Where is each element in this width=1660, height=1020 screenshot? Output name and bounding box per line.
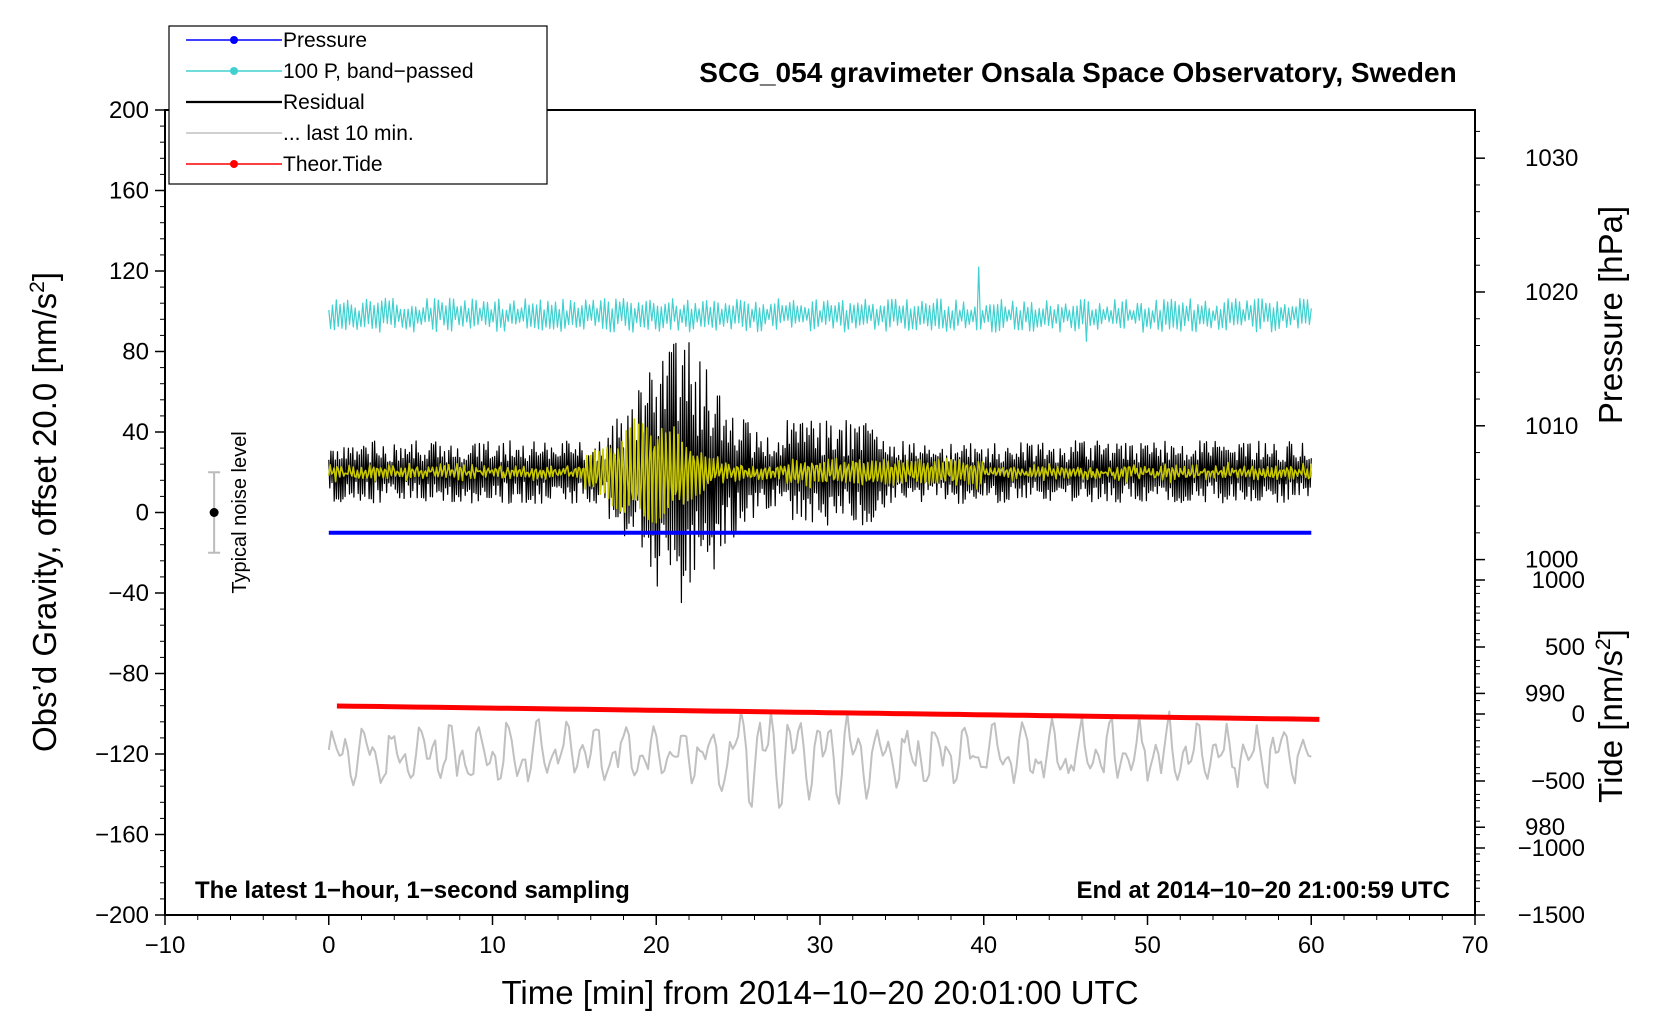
tide-axis-title-close: ] (1592, 629, 1629, 638)
pressure-axis-title: Pressure [hPa] (1592, 206, 1629, 424)
legend-label: Theor.Tide (283, 153, 383, 176)
y-axis-left: 200 160 120 80 40 0 −40 −80 −120 −160 −200 (95, 97, 165, 929)
x-axis-title: Time [min] from 2014−10−20 20:01:00 UTC (501, 974, 1138, 1011)
tide-tick-label: −1000 (1518, 835, 1585, 862)
y-tick-label: 200 (109, 97, 149, 124)
tide-axis-title-main: Tide [nm/s (1592, 650, 1629, 803)
x-axis: −10 0 10 20 30 40 50 60 70 (145, 915, 1489, 959)
y-tick-label: 80 (122, 339, 149, 366)
legend-label: 100 P, band−passed (283, 60, 474, 83)
tide-axis-title-sup: 2 (1592, 638, 1615, 650)
y-axis-tide: 1000 500 0 −500 −1000 −1500 (1475, 567, 1585, 929)
noise-level-label: Typical noise level (229, 431, 251, 593)
noise-level-indicator: Typical noise level (208, 431, 251, 594)
x-tick-label: 10 (479, 932, 506, 959)
x-tick-label: 20 (643, 932, 670, 959)
tide-tick-label: 1000 (1532, 567, 1585, 594)
pressure-tick-label: 990 (1525, 680, 1565, 707)
series-residual-low-passed (328, 418, 1313, 524)
legend-marker (230, 67, 238, 75)
y-axis-left-title-sup: 2 (26, 281, 49, 293)
y-tick-label: −40 (108, 580, 149, 607)
y-tick-label: 40 (122, 419, 149, 446)
legend: Pressure 100 P, band−passed Residual ... la… (186, 29, 474, 176)
pressure-tick-label: 1000 (1525, 547, 1578, 574)
tide-axis-title: Tide [nm/s2] (1592, 629, 1629, 803)
x-tick-label: 50 (1134, 932, 1161, 959)
y-tick-label: −80 (108, 661, 149, 688)
y-axis-left-title-main: Obs’d Gravity, offset 20.0 [nm/s (26, 293, 63, 752)
tide-tick-label: −1500 (1518, 902, 1585, 929)
pressure-tick-label: 1010 (1525, 413, 1578, 440)
y-tick-label: −200 (95, 902, 149, 929)
y-tick-label: 160 (109, 178, 149, 205)
legend-label: ... last 10 min. (283, 122, 414, 145)
y-tick-label: 0 (136, 500, 149, 527)
x-tick-label: 40 (970, 932, 997, 959)
chart-title: SCG_054 gravimeter Onsala Space Observat… (699, 57, 1456, 88)
x-tick-label: −10 (145, 932, 186, 959)
series-last-10-min (327, 710, 1312, 809)
legend-marker (230, 160, 238, 168)
y-tick-label: −120 (95, 741, 149, 768)
pressure-tick-label: 1030 (1525, 145, 1578, 172)
y-tick-label: 120 (109, 258, 149, 285)
tide-tick-label: 0 (1572, 701, 1585, 728)
tide-tick-label: −500 (1531, 768, 1585, 795)
legend-label: Pressure (283, 29, 367, 52)
pressure-tick-label: 980 (1525, 814, 1565, 841)
x-tick-label: 60 (1298, 932, 1325, 959)
y-axis-pressure: 1030 1020 1010 1000 990 980 (1475, 130, 1578, 882)
annotation-end-time: End at 2014−10−20 21:00:59 UTC (1076, 877, 1450, 904)
series-theor-tide (336, 703, 1320, 722)
x-tick-label: 30 (807, 932, 834, 959)
legend-box (168, 25, 548, 185)
series-residual (328, 342, 1312, 604)
tide-tick-label: 500 (1545, 634, 1585, 661)
annotation-sampling: The latest 1−hour, 1−second sampling (195, 877, 630, 904)
series-pressure-band-passed (328, 266, 1312, 342)
x-tick-label: 0 (322, 932, 335, 959)
y-axis-left-title-close: ] (26, 272, 63, 281)
legend-label: Residual (283, 91, 365, 114)
x-tick-label: 70 (1462, 932, 1489, 959)
plot-frame (164, 109, 1476, 916)
y-axis-left-title: Obs’d Gravity, offset 20.0 [nm/s2] (26, 272, 63, 752)
legend-marker (230, 36, 238, 44)
y-tick-label: −160 (95, 822, 149, 849)
series-layer (327, 266, 1320, 809)
noise-center-dot (209, 508, 219, 517)
pressure-tick-label: 1020 (1525, 279, 1578, 306)
